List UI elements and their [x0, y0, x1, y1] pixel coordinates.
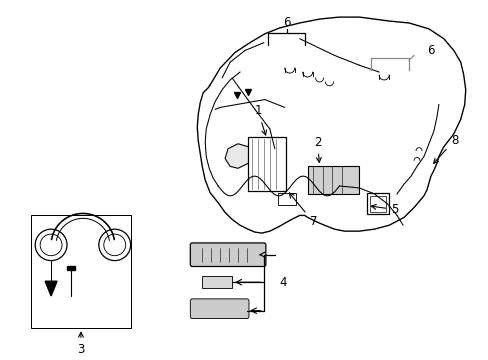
Text: 8: 8 [433, 134, 457, 163]
Text: 5: 5 [370, 203, 398, 216]
Text: 1: 1 [254, 104, 266, 135]
Polygon shape [45, 281, 57, 296]
Text: 6: 6 [427, 44, 434, 57]
Text: 3: 3 [77, 332, 84, 356]
Text: 6: 6 [283, 17, 290, 30]
Polygon shape [224, 144, 247, 168]
Text: 7: 7 [289, 193, 317, 229]
Bar [67, 266, 75, 270]
FancyBboxPatch shape [190, 243, 265, 266]
Bar [366, 193, 388, 215]
Bar [247, 137, 285, 191]
Bar [277, 193, 295, 204]
Text: 4: 4 [279, 276, 287, 289]
Text: 2: 2 [313, 136, 321, 162]
Bar [369, 196, 386, 212]
Bar [31, 215, 130, 328]
Bar [307, 166, 359, 194]
Bar [202, 276, 232, 288]
FancyBboxPatch shape [190, 299, 248, 319]
